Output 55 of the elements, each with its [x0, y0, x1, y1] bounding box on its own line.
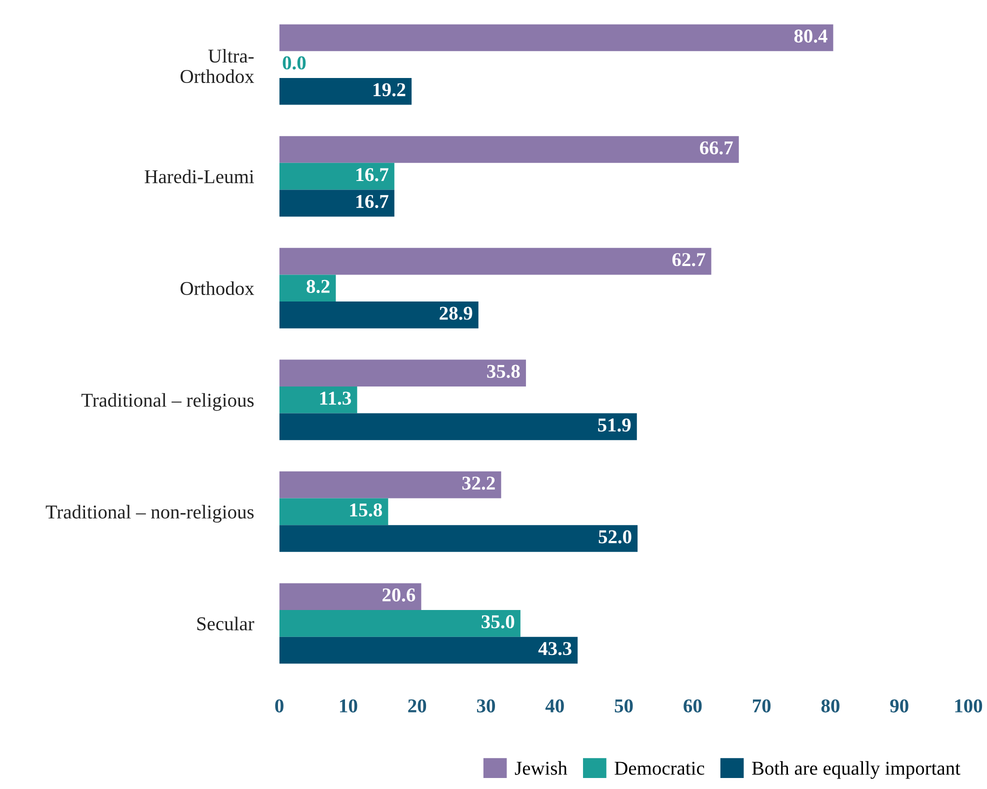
- bar: [279, 360, 526, 386]
- x-tick-label: 90: [890, 699, 908, 712]
- y-tick-label: Traditional – religious: [81, 393, 254, 411]
- x-tick-label: 30: [477, 699, 495, 712]
- y-tick-label: Haredi-Leumi: [144, 170, 254, 184]
- bar: [279, 525, 638, 552]
- data-label: 16.7: [356, 168, 388, 182]
- x-tick-label: 40: [545, 699, 564, 712]
- bar: [279, 162, 394, 190]
- y-tick-label: Traditional – non-religious: [46, 504, 254, 523]
- x-tick-label: 70: [752, 699, 771, 712]
- bar: [279, 386, 358, 414]
- data-label: 35.8: [487, 364, 520, 378]
- x-tick-label: 10: [340, 699, 358, 712]
- bar: [279, 248, 712, 275]
- data-label: 66.7: [700, 141, 733, 154]
- x-tick-label: 20: [408, 699, 426, 712]
- bar: [279, 610, 520, 637]
- data-label: 52.0: [598, 530, 632, 544]
- x-tick-label: 60: [684, 699, 702, 712]
- y-tick-label: Ultra- Orthodox: [180, 49, 254, 84]
- bar: [279, 190, 394, 217]
- data-label: 80.4: [794, 29, 828, 43]
- legend-label: Jewish: [514, 761, 568, 775]
- data-label: 35.0: [482, 615, 514, 628]
- bar: [279, 136, 739, 163]
- x-tick-label: 50: [614, 699, 633, 712]
- bar: [279, 302, 478, 328]
- x-tick-label: 80: [821, 699, 840, 712]
- y-tick-label: Secular: [197, 616, 254, 630]
- data-label: 0.0: [282, 56, 306, 70]
- bar: [279, 78, 412, 105]
- data-label: 20.6: [382, 588, 416, 602]
- bar: [279, 24, 834, 52]
- bar: [279, 636, 578, 664]
- data-label: 32.2: [462, 476, 495, 490]
- data-label: 28.9: [440, 306, 472, 320]
- data-label: 62.7: [672, 253, 706, 266]
- data-label: 8.2: [306, 280, 330, 294]
- legend-label: Democratic: [614, 762, 704, 775]
- data-label: 15.8: [350, 503, 382, 517]
- bar: [279, 471, 502, 498]
- bar: [279, 583, 422, 610]
- bar: [279, 498, 388, 526]
- data-label: 51.9: [598, 418, 631, 432]
- data-label: 11.3: [320, 392, 351, 405]
- x-tick-label: 100: [955, 699, 982, 712]
- bar: [279, 413, 637, 440]
- y-tick-label: Orthodox: [180, 281, 254, 296]
- x-tick-label: 0: [275, 699, 284, 712]
- data-label: 16.7: [356, 194, 388, 208]
- bar: [279, 274, 336, 302]
- data-label: 43.3: [538, 642, 572, 656]
- data-label: 19.2: [374, 83, 406, 96]
- legend-label: Both are equally important: [752, 761, 960, 779]
